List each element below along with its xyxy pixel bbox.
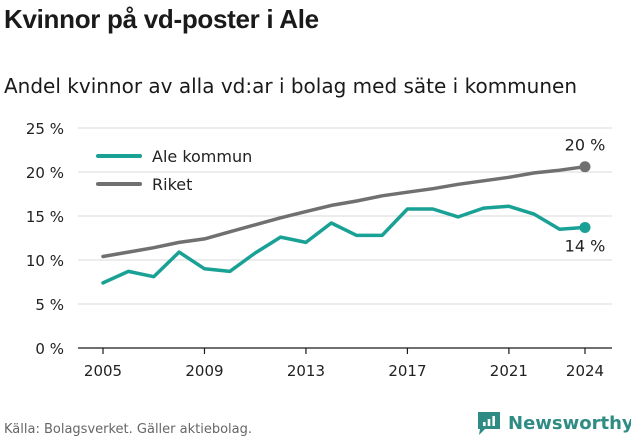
y-tick-label: 15 %: [26, 208, 64, 226]
x-tick-label: 2017: [388, 362, 426, 380]
source-note: Källa: Bolagsverket. Gäller aktiebolag.: [4, 422, 253, 437]
y-tick-label: 25 %: [26, 120, 64, 138]
x-tick-label: 2009: [185, 362, 223, 380]
series-line: [101, 204, 587, 285]
newsworthy-logo-icon: [478, 412, 500, 435]
y-tick-label: 10 %: [26, 252, 64, 270]
y-tick-label: 5 %: [35, 296, 64, 314]
series-line: [101, 164, 587, 259]
brand-name: Newsworthy: [508, 412, 631, 434]
x-tick-label: 2021: [490, 362, 528, 380]
y-tick-label: 0 %: [35, 340, 64, 358]
x-tick-label: 2013: [287, 362, 325, 380]
series-end-marker: [579, 221, 591, 233]
chart-title: Kvinnor på vd-poster i Ale: [4, 4, 319, 34]
brand-logo: Newsworthy: [476, 410, 631, 436]
y-tick-label: 20 %: [26, 164, 64, 182]
x-tick-label: 2005: [84, 362, 122, 380]
chart-subtitle: Andel kvinnor av alla vd:ar i bolag med …: [4, 74, 577, 98]
legend-label: Ale kommun: [152, 147, 252, 166]
series-end-marker: [579, 161, 591, 173]
series-end-label: 20 %: [565, 136, 606, 155]
x-tick-label: 2024: [566, 362, 604, 380]
legend-label: Riket: [152, 175, 192, 194]
series-end-label: 14 %: [565, 236, 606, 255]
